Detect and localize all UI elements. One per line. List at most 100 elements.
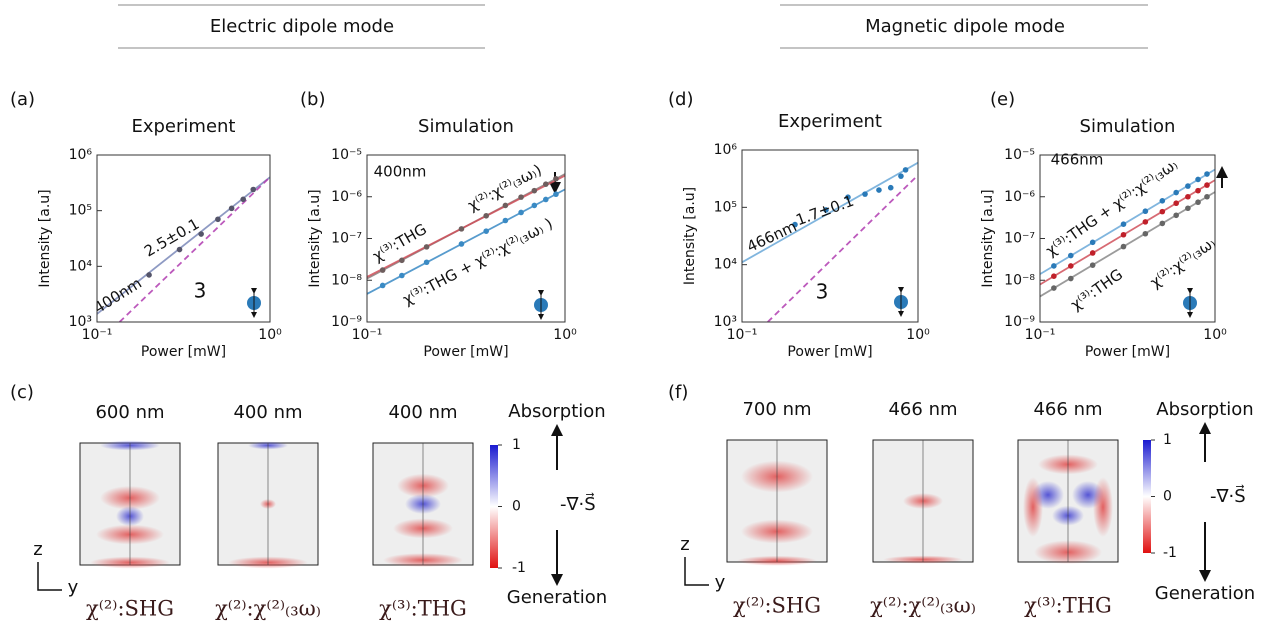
data-point bbox=[543, 181, 549, 187]
data-point bbox=[502, 217, 509, 224]
data-point bbox=[1185, 183, 1191, 189]
wavelength-label: 466 nm bbox=[1033, 399, 1102, 420]
panel-label: (a) bbox=[10, 89, 35, 110]
y-tick-label: 10⁻⁶ bbox=[1004, 189, 1035, 205]
x-tick-label: 10⁰ bbox=[906, 327, 930, 343]
data-point bbox=[792, 221, 798, 228]
y-tick-label: 10⁻⁸ bbox=[331, 272, 362, 288]
data-point bbox=[1120, 221, 1127, 228]
annotation: 466nm bbox=[1051, 151, 1104, 169]
annotation: 466nm bbox=[744, 217, 799, 256]
data-point bbox=[1195, 199, 1201, 206]
data-point bbox=[543, 196, 549, 203]
y-tick-label: 10⁻⁶ bbox=[331, 189, 362, 205]
axis-y: y bbox=[68, 577, 79, 598]
data-point bbox=[898, 173, 904, 179]
data-point bbox=[1195, 187, 1201, 194]
y-tick-label: 10⁶ bbox=[69, 147, 93, 163]
data-point bbox=[1173, 212, 1179, 219]
y-tick-label: 10⁻⁸ bbox=[1004, 272, 1035, 288]
data-point bbox=[1195, 176, 1201, 183]
data-point bbox=[458, 226, 465, 232]
data-point bbox=[1142, 230, 1149, 237]
panel-label: (c) bbox=[10, 382, 34, 403]
data-point bbox=[1173, 189, 1179, 196]
annotation: 3 bbox=[194, 279, 207, 303]
y-tick-label: 10⁻⁵ bbox=[331, 147, 362, 163]
axes-frame bbox=[1039, 154, 1216, 323]
data-point bbox=[146, 272, 152, 278]
quantity-label: -∇·S⃗ bbox=[1210, 485, 1246, 507]
data-point bbox=[518, 194, 524, 200]
y-tick-label: 10³ bbox=[69, 314, 92, 330]
colorbar-tick-label: 0 bbox=[1163, 489, 1172, 505]
annotation: 400nm bbox=[91, 274, 145, 317]
x-tick-label: 10⁰ bbox=[553, 327, 577, 343]
x-axis-label: Power [mW] bbox=[423, 344, 508, 360]
axes-frame bbox=[741, 149, 919, 323]
contribution-label: χ⁽²⁾:SHG bbox=[733, 594, 821, 618]
y-axis-label: Intensity [a.u] bbox=[37, 189, 53, 287]
data-point bbox=[1204, 171, 1210, 177]
wavelength-label: 700 nm bbox=[742, 399, 811, 420]
absorption-label: Absorption bbox=[1156, 399, 1253, 420]
chart-title: Simulation bbox=[418, 116, 514, 137]
field-lobe bbox=[1093, 477, 1113, 538]
data-point bbox=[483, 212, 490, 219]
data-point bbox=[902, 167, 909, 173]
data-point bbox=[423, 244, 430, 250]
colorbar bbox=[490, 445, 498, 568]
contribution-label: χ⁽²⁾:χ⁽²⁾₍₃ω₎ bbox=[215, 597, 321, 621]
data-point bbox=[215, 216, 221, 223]
data-point bbox=[423, 259, 430, 266]
data-point bbox=[379, 267, 386, 273]
colorbar-tick-label: -1 bbox=[512, 560, 526, 576]
chart-title: Experiment bbox=[778, 111, 882, 132]
data-point bbox=[1159, 208, 1166, 215]
wavelength-label: 400 nm bbox=[388, 402, 457, 423]
colorbar-tick-label: -1 bbox=[1163, 545, 1177, 561]
data-point bbox=[1204, 182, 1210, 188]
y-tick-label: 10⁵ bbox=[69, 203, 92, 219]
panel-label: (e) bbox=[990, 89, 1015, 110]
y-tick-label: 10⁻⁷ bbox=[331, 231, 362, 247]
absorption-label: Absorption bbox=[508, 401, 605, 422]
plot-area bbox=[367, 173, 565, 295]
data-point bbox=[399, 257, 405, 264]
x-tick-label: 10⁻¹ bbox=[1025, 327, 1056, 343]
data-point bbox=[1089, 250, 1096, 256]
data-point bbox=[823, 207, 829, 213]
wavelength-label: 466 nm bbox=[888, 399, 957, 420]
data-point bbox=[399, 272, 405, 279]
generation-label: Generation bbox=[507, 587, 607, 608]
x-tick-label: 10⁰ bbox=[258, 327, 282, 343]
y-tick-label: 10⁻⁹ bbox=[331, 314, 362, 330]
y-tick-label: 10⁻⁷ bbox=[1004, 231, 1035, 247]
generation-label: Generation bbox=[1155, 583, 1255, 604]
y-axis-label: Intensity [a.u] bbox=[980, 189, 996, 287]
y-axis-label: Intensity [a.u] bbox=[307, 189, 323, 287]
chart-title: Experiment bbox=[131, 116, 235, 137]
wavelength-label: 600 nm bbox=[95, 402, 164, 423]
field-lobe bbox=[1023, 477, 1043, 538]
data-point bbox=[1089, 262, 1096, 268]
x-tick-label: 10⁰ bbox=[1203, 327, 1227, 343]
data-point bbox=[1185, 205, 1191, 212]
axis-y: y bbox=[715, 572, 726, 593]
data-point bbox=[379, 282, 386, 289]
data-point bbox=[1159, 197, 1166, 204]
data-point bbox=[531, 202, 538, 209]
contribution-label: χ⁽²⁾:χ⁽²⁾₍₃ω₎ bbox=[870, 594, 976, 618]
data-point bbox=[250, 186, 257, 193]
fit-line bbox=[742, 161, 918, 264]
x-axis-label: Power [mW] bbox=[1085, 344, 1170, 360]
section-title: Electric dipole mode bbox=[210, 16, 394, 37]
annotation: 3 bbox=[816, 280, 829, 304]
y-tick-label: 10⁻⁹ bbox=[1004, 314, 1035, 330]
coordinate-axes bbox=[684, 557, 709, 586]
data-point bbox=[458, 241, 465, 247]
data-point bbox=[1142, 208, 1149, 215]
colorbar-tick-label: 0 bbox=[512, 499, 521, 515]
y-axis-label: Intensity [a.u] bbox=[682, 187, 698, 285]
plot-area bbox=[1040, 168, 1215, 298]
